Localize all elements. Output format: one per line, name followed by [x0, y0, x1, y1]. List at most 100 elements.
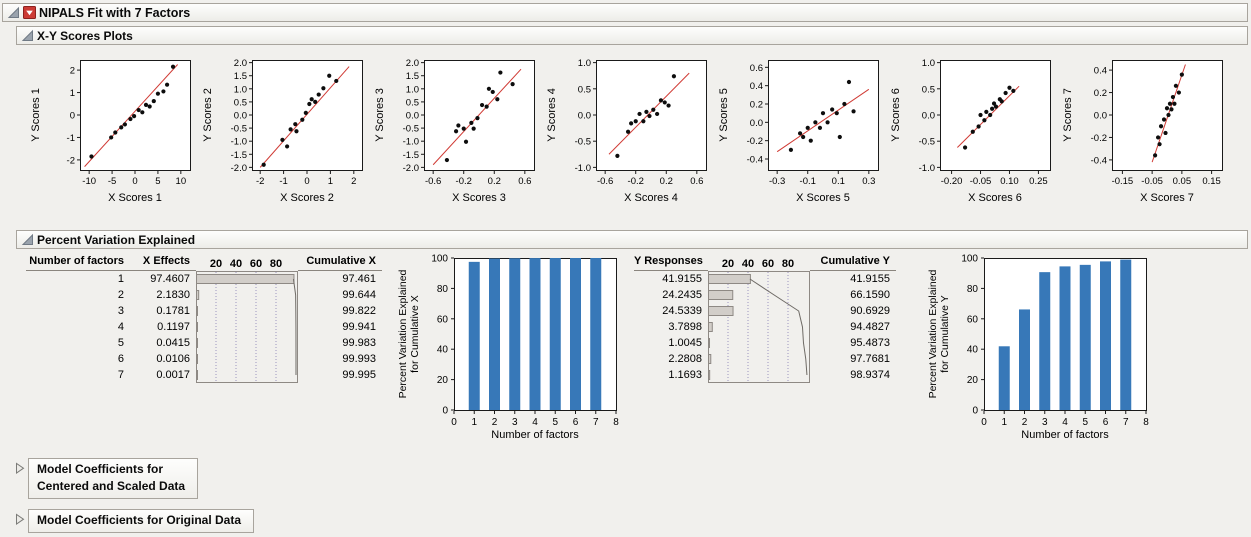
disclosure-open-icon[interactable]: [20, 233, 34, 247]
scatter-plot-scores-2[interactable]: -2 -1 0 1 2 -2.0 -1.5 -1.0 -0.5 0.0 0.5 1.0 1.5 2.0 X …: [198, 52, 370, 204]
svg-text:0.0: 0.0: [922, 111, 935, 122]
svg-text:0.5: 0.5: [922, 84, 935, 95]
svg-text:2.0: 2.0: [234, 58, 247, 69]
svg-text:40: 40: [742, 258, 754, 270]
svg-text:Y Scores 1: Y Scores 1: [30, 88, 42, 142]
svg-text:for Cumulative Y: for Cumulative Y: [939, 295, 951, 372]
y-responses-value: 3.7898: [668, 321, 702, 333]
svg-text:-0.1: -0.1: [800, 176, 816, 187]
y-responses-value: 1.1693: [668, 369, 702, 381]
svg-text:0.25: 0.25: [1029, 176, 1048, 187]
svg-text:0: 0: [132, 176, 137, 187]
svg-text:0.5: 0.5: [578, 84, 591, 95]
xy-scores-title: X-Y Scores Plots: [37, 28, 133, 43]
svg-text:0.10: 0.10: [1000, 176, 1019, 187]
svg-text:1: 1: [471, 417, 477, 428]
y-responses-value: 1.0045: [668, 337, 702, 349]
svg-text:-0.4: -0.4: [747, 155, 763, 166]
svg-text:Y Scores 3: Y Scores 3: [374, 88, 386, 142]
y-responses-inline-chart: 20 40 60 80: [708, 254, 810, 386]
svg-text:6: 6: [1103, 417, 1109, 428]
scatter-plot-scores-7[interactable]: -0.15 -0.05 0.05 0.15 -0.4 -0.2 0.0 0.2 0.4 X Sco…: [1058, 52, 1230, 204]
svg-text:-0.15: -0.15: [1112, 176, 1134, 187]
scatter-plot-scores-6[interactable]: -0.20 -0.05 0.10 0.25 -1.0 -0.5 0.0 0.5 1.0 X Sco…: [886, 52, 1058, 204]
svg-text:X Scores 6: X Scores 6: [968, 192, 1022, 204]
disclosure-closed-icon[interactable]: [12, 461, 26, 475]
inline-bar-chart-x-effects-inline: 20 40 60 80: [196, 258, 298, 383]
svg-text:-1.0: -1.0: [919, 163, 935, 174]
svg-text:0.15: 0.15: [1202, 176, 1221, 187]
scatter-plot-scores-3[interactable]: -0.6 -0.2 0.2 0.6 -2.0 -1.5 -1.0 -0.5 0.0 0.5 1.0 1…: [370, 52, 542, 204]
disclosure-open-icon[interactable]: [20, 29, 34, 43]
svg-text:0.0: 0.0: [406, 111, 419, 122]
svg-text:Y Scores 4: Y Scores 4: [546, 88, 558, 142]
cumulative-y-value: 66.1590: [850, 289, 890, 301]
svg-text:0.6: 0.6: [690, 176, 703, 187]
section-header-variation: Percent Variation Explained: [16, 230, 1248, 249]
x-effects-value: 2.1830: [156, 289, 190, 301]
svg-text:-1.5: -1.5: [403, 150, 419, 161]
coef-original-header[interactable]: Model Coefficients for Original Data: [28, 509, 255, 533]
cumulative-x-chart[interactable]: 0 20 40 60 80 100 0 1 2 3 4 5 6 7 8 Number of factors Pe…: [392, 250, 628, 447]
bar-chart-cumulative-x: 0 20 40 60 80 100 0 1 2 3 4 5 6 7 8 Number of factors Pe…: [397, 254, 619, 442]
svg-text:-2.0: -2.0: [403, 163, 419, 174]
svg-text:0.0: 0.0: [750, 118, 763, 129]
svg-text:5: 5: [552, 417, 558, 428]
svg-text:80: 80: [437, 284, 449, 295]
svg-text:-2: -2: [67, 155, 75, 166]
svg-text:1.5: 1.5: [234, 71, 247, 82]
svg-text:Y Scores 2: Y Scores 2: [202, 88, 214, 142]
svg-text:-10: -10: [82, 176, 96, 187]
svg-text:1: 1: [1001, 417, 1007, 428]
col-header-x-effects: X Effects: [130, 254, 196, 271]
svg-text:-1: -1: [279, 176, 287, 187]
svg-text:-1.0: -1.0: [575, 163, 591, 174]
scatter-plot-scores-4[interactable]: -0.6 -0.2 0.2 0.6 -1.0 -0.5 0.0 0.5 1.0 X Scores …: [542, 52, 714, 204]
svg-text:0.2: 0.2: [488, 176, 501, 187]
svg-text:60: 60: [967, 314, 979, 325]
svg-text:-0.6: -0.6: [425, 176, 441, 187]
factor-cell: 7: [117, 369, 124, 381]
factor-cell: 3: [117, 305, 124, 317]
svg-text:0.4: 0.4: [1094, 66, 1107, 77]
coef-centered-title-line1: Model Coefficients for: [37, 462, 164, 476]
svg-text:1.0: 1.0: [406, 84, 419, 95]
svg-text:0.0: 0.0: [234, 111, 247, 122]
disclosure-closed-icon[interactable]: [12, 512, 26, 526]
col-header-cumulative-x: Cumulative X: [298, 254, 382, 271]
cumulative-y-chart[interactable]: 0 20 40 60 80 100 0 1 2 3 4 5 6 7 8 Number of factors Pe…: [922, 250, 1158, 447]
svg-text:0.3: 0.3: [862, 176, 875, 187]
svg-text:10: 10: [176, 176, 187, 187]
coef-centered-header[interactable]: Model Coefficients for Centered and Scal…: [28, 458, 199, 499]
x-variation-table: Number of factors X Effects Cumulative X 1 9…: [26, 254, 382, 383]
svg-text:0.6: 0.6: [750, 63, 763, 74]
svg-text:X Scores 1: X Scores 1: [108, 192, 162, 204]
bar-chart-cumulative-y: 0 20 40 60 80 100 0 1 2 3 4 5 6 7 8 Number of factors Pe…: [927, 254, 1149, 442]
y-responses-value: 41.9155: [662, 273, 702, 285]
svg-text:5: 5: [1082, 417, 1088, 428]
svg-text:-0.5: -0.5: [231, 124, 247, 135]
svg-text:-5: -5: [108, 176, 116, 187]
variation-title: Percent Variation Explained: [37, 232, 196, 247]
svg-text:-0.2: -0.2: [456, 176, 472, 187]
svg-text:8: 8: [1143, 417, 1149, 428]
svg-text:0.2: 0.2: [750, 100, 763, 111]
svg-text:0.05: 0.05: [1173, 176, 1192, 187]
red-triangle-menu-icon[interactable]: [23, 6, 36, 19]
svg-text:-0.05: -0.05: [1141, 176, 1163, 187]
svg-text:-0.5: -0.5: [403, 124, 419, 135]
scatter-plot-scores-5[interactable]: -0.3 -0.1 0.1 0.3 -0.4 -0.2 0.0 0.2 0.4 0.6 X Scor…: [714, 52, 886, 204]
y-responses-value: 24.2435: [662, 289, 702, 301]
section-header-xy-scores: X-Y Scores Plots: [16, 26, 1248, 45]
svg-text:2.0: 2.0: [406, 58, 419, 69]
disclosure-open-icon[interactable]: [6, 6, 20, 20]
svg-text:7: 7: [593, 417, 599, 428]
cumulative-x-value: 99.644: [342, 289, 376, 301]
svg-text:X Scores 2: X Scores 2: [280, 192, 334, 204]
svg-text:0: 0: [442, 406, 448, 417]
cumulative-x-value: 99.941: [342, 321, 376, 333]
svg-text:0.2: 0.2: [660, 176, 673, 187]
svg-text:-0.4: -0.4: [1091, 155, 1107, 166]
col-header-number-of-factors: Number of factors: [26, 254, 130, 271]
